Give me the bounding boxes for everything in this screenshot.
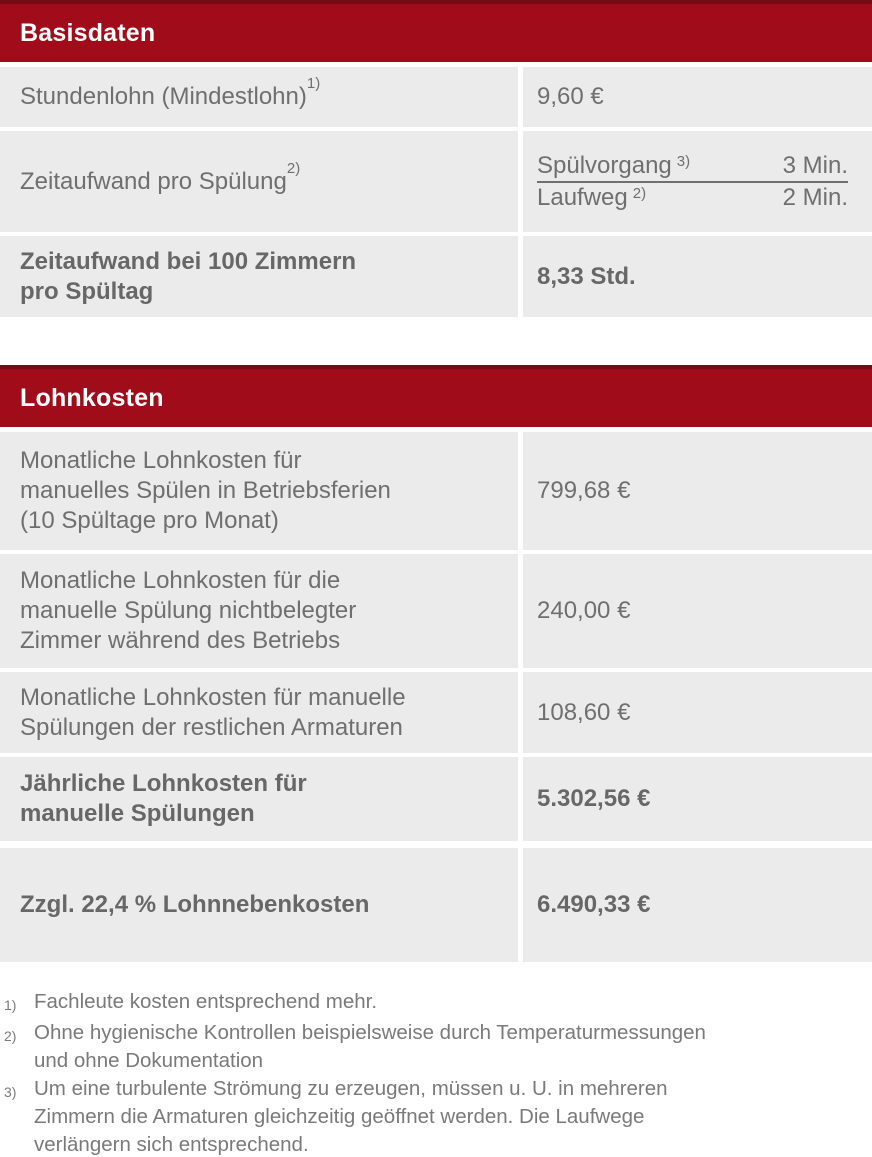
row-label: Zeitaufwand pro Spülung2) [20, 159, 301, 195]
section-header-basisdaten: Basisdaten [0, 0, 872, 62]
row-label-cell: Jährliche Lohnkosten für manuelle Spülun… [0, 757, 518, 841]
row-label-cell: Monatliche Lohnkosten für die manuelle S… [0, 554, 518, 668]
row-label-cell: Stundenlohn (Mindestlohn)1) [0, 67, 518, 127]
minute-value: 2 Min. [782, 183, 848, 211]
row-label-cell: Monatliche Lohnkosten für manuelles Spül… [0, 432, 518, 550]
minute-row-laufweg: Laufweg 2) 2 Min. [537, 183, 848, 213]
table-row-jaehrliche-lohnkosten: Jährliche Lohnkosten für manuelle Spülun… [0, 757, 872, 841]
footnote-ref-2: 2) [286, 159, 301, 177]
table-row-lohnkosten-restliche-armaturen: Monatliche Lohnkosten für manuelle Spülu… [0, 672, 872, 753]
minutes-breakdown: Spülvorgang 3) 3 Min. Laufweg 2) 2 Min. [523, 151, 872, 213]
table-row-zeitaufwand-spuelung: Zeitaufwand pro Spülung2) Spülvorgang 3) … [0, 131, 872, 232]
footnote-text: Fachleute kosten entsprechend mehr. [34, 990, 378, 1013]
table-row-zeitaufwand-100-zimmer: Zeitaufwand bei 100 Zimmern pro Spültag … [0, 236, 872, 317]
row-label-cell: Zzgl. 22,4 % Lohnnebenkosten [0, 848, 518, 962]
footnote-marker: 3) [4, 1084, 17, 1100]
table-row-lohnkosten-nichtbelegt: Monatliche Lohnkosten für die manuelle S… [0, 554, 872, 668]
row-value: 8,33 Std. [537, 262, 636, 290]
row-value-cell: 9,60 € [523, 67, 872, 127]
row-value-cell: 5.302,56 € [523, 757, 872, 841]
footnote-ref-1: 1) [306, 75, 321, 93]
minute-value: 3 Min. [782, 151, 848, 179]
row-value: 108,60 € [537, 698, 631, 726]
row-value: 240,00 € [537, 597, 631, 624]
row-label: Jährliche Lohnkosten für manuelle Spülun… [20, 770, 307, 827]
section-title: Lohnkosten [20, 383, 164, 412]
row-value-cell: Spülvorgang 3) 3 Min. Laufweg 2) 2 Min. [523, 131, 872, 232]
section-title: Basisdaten [20, 18, 156, 47]
table-row-lohnkosten-betriebsferien: Monatliche Lohnkosten für manuelles Spül… [0, 432, 872, 550]
footnotes: 1) Fachleute kosten entsprechend mehr. 2… [0, 988, 872, 1157]
table-row-stundenlohn: Stundenlohn (Mindestlohn)1) 9,60 € [0, 67, 872, 127]
row-value: 6.490,33 € [537, 891, 651, 918]
footnote-2: 2) Ohne hygienische Kontrollen beispiels… [4, 1019, 872, 1075]
minute-row-spuelvorgang: Spülvorgang 3) 3 Min. [537, 151, 848, 183]
table-row-lohnnebenkosten-summe: Zzgl. 22,4 % Lohnnebenkosten 6.490,33 € [0, 848, 872, 962]
row-value-cell: 108,60 € [523, 672, 872, 753]
row-label-cell: Monatliche Lohnkosten für manuelle Spülu… [0, 672, 518, 753]
row-value-cell: 8,33 Std. [523, 236, 872, 317]
footnote-text: Um eine turbulente Strömung zu erzeugen,… [34, 1077, 668, 1156]
row-label-cell: Zeitaufwand bei 100 Zimmern pro Spültag [0, 236, 518, 317]
minute-label: Spülvorgang 3) [537, 151, 691, 179]
row-value-cell: 240,00 € [523, 554, 872, 668]
row-value: 5.302,56 € [537, 785, 651, 812]
row-label: Monatliche Lohnkosten für manuelle Spülu… [20, 683, 406, 741]
row-value-cell: 6.490,33 € [523, 848, 872, 962]
section-header-lohnkosten: Lohnkosten [0, 365, 872, 427]
row-label: Zeitaufwand bei 100 Zimmern pro Spültag [20, 247, 357, 305]
row-label: Stundenlohn (Mindestlohn)1) [20, 75, 321, 110]
row-label: Zzgl. 22,4 % Lohnnebenkosten [20, 891, 370, 918]
row-label: Monatliche Lohnkosten für die manuelle S… [20, 567, 357, 654]
footnote-marker: 1) [4, 997, 17, 1013]
row-value: 799,68 € [537, 477, 631, 504]
footnote-text: Ohne hygienische Kontrollen beispielswei… [34, 1021, 706, 1072]
footnote-marker: 2) [4, 1028, 17, 1044]
row-value-cell: 799,68 € [523, 432, 872, 550]
minute-label: Laufweg 2) [537, 183, 647, 211]
row-label: Monatliche Lohnkosten für manuelles Spül… [20, 447, 391, 534]
footnote-3: 3) Um eine turbulente Strömung zu erzeug… [4, 1075, 872, 1157]
section-spacer [0, 321, 872, 365]
footnote-1: 1) Fachleute kosten entsprechend mehr. [4, 988, 872, 1019]
row-value: 9,60 € [537, 83, 604, 110]
row-label-cell: Zeitaufwand pro Spülung2) [0, 131, 518, 232]
